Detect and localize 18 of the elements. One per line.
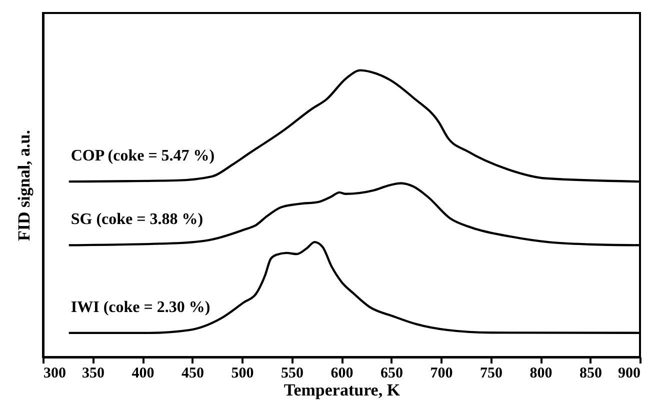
series-label: IWI (coke = 2.30 %) [70, 298, 210, 316]
series-label: COP (coke = 5.47 %) [70, 148, 215, 165]
series-label: SG (coke = 3.88 %) [70, 211, 204, 228]
y-axis-title: FID signal, a.u. [14, 130, 34, 241]
x-tick-label: 650 [380, 366, 403, 382]
x-tick-label: 700 [430, 366, 453, 382]
x-tick-label: 350 [82, 366, 104, 382]
x-tick-label: 450 [182, 366, 204, 382]
x-tick-label: 750 [480, 366, 502, 382]
x-tick-label: 300 [44, 366, 66, 382]
x-tick-label: 600 [330, 366, 354, 382]
x-tick-label: 850 [580, 366, 602, 382]
x-tick-label: 800 [530, 366, 552, 382]
x-tick-label: 550 [281, 366, 304, 382]
x-tick-label: 900 [618, 366, 640, 382]
x-tick-label: 500 [231, 366, 254, 382]
x-axis-title: Temperature, K [284, 380, 401, 400]
x-tick-label: 400 [132, 366, 154, 382]
